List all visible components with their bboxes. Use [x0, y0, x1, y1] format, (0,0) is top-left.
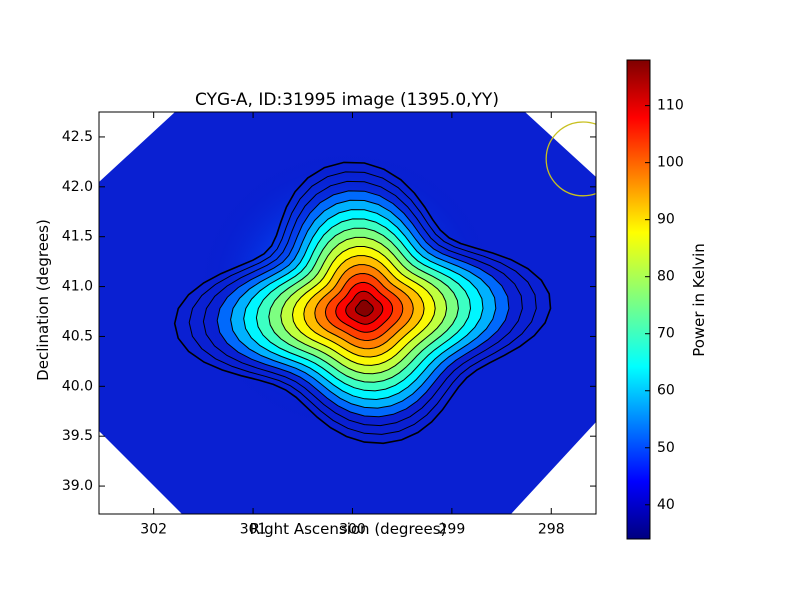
colorbar-tick-label: 110: [657, 98, 684, 114]
chart-title: CYG-A, ID:31995 image (1395.0,YY): [195, 90, 499, 110]
y-axis: 39.0 39.5 40.0 40.5 41.0 41.5 42.0 42.5: [62, 129, 596, 494]
colorbar-tick-label: 90: [657, 212, 675, 228]
beam-circle: [545, 121, 596, 197]
colorbar-tick-label: 60: [657, 383, 675, 399]
colorbar: [626, 59, 651, 540]
x-axis: 302 301 300 299 298: [140, 112, 565, 538]
contour-line: [202, 180, 523, 427]
x-tick-label: 302: [140, 522, 167, 538]
plot-area: [99, 112, 596, 514]
x-tick-label: 299: [439, 522, 466, 538]
contour-line: [354, 299, 374, 317]
contour-group: [173, 161, 552, 445]
y-axis-label: Declination (degrees): [34, 219, 52, 381]
y-tick-label: 41.0: [62, 279, 93, 295]
x-tick-label: 301: [240, 522, 267, 538]
y-tick-label: 40.0: [62, 378, 93, 394]
colorbar-ticks: 40 50 60 70 80 90 100 110: [645, 98, 684, 513]
colorbar-tick-label: 80: [657, 269, 675, 285]
y-tick-label: 42.5: [62, 129, 93, 145]
x-axis-label: Right Ascension (degrees): [250, 520, 447, 538]
x-tick-label: 298: [538, 522, 565, 538]
contour-line: [188, 171, 537, 435]
x-tick-label: 300: [339, 522, 366, 538]
y-tick-label: 42.0: [62, 179, 93, 195]
colorbar-label: Power in Kelvin: [690, 243, 708, 357]
y-tick-label: 40.5: [62, 328, 93, 344]
y-tick-label: 39.5: [62, 428, 93, 444]
colorbar-tick-label: 40: [657, 497, 675, 513]
plot-frame: [98, 111, 597, 515]
colorbar-tick-label: 50: [657, 440, 675, 456]
colorbar-tick-label: 70: [657, 326, 675, 342]
contour-line: [173, 161, 552, 445]
colorbar-tick-label: 100: [657, 155, 684, 171]
y-tick-label: 41.5: [62, 229, 93, 245]
y-tick-label: 39.0: [62, 478, 93, 494]
